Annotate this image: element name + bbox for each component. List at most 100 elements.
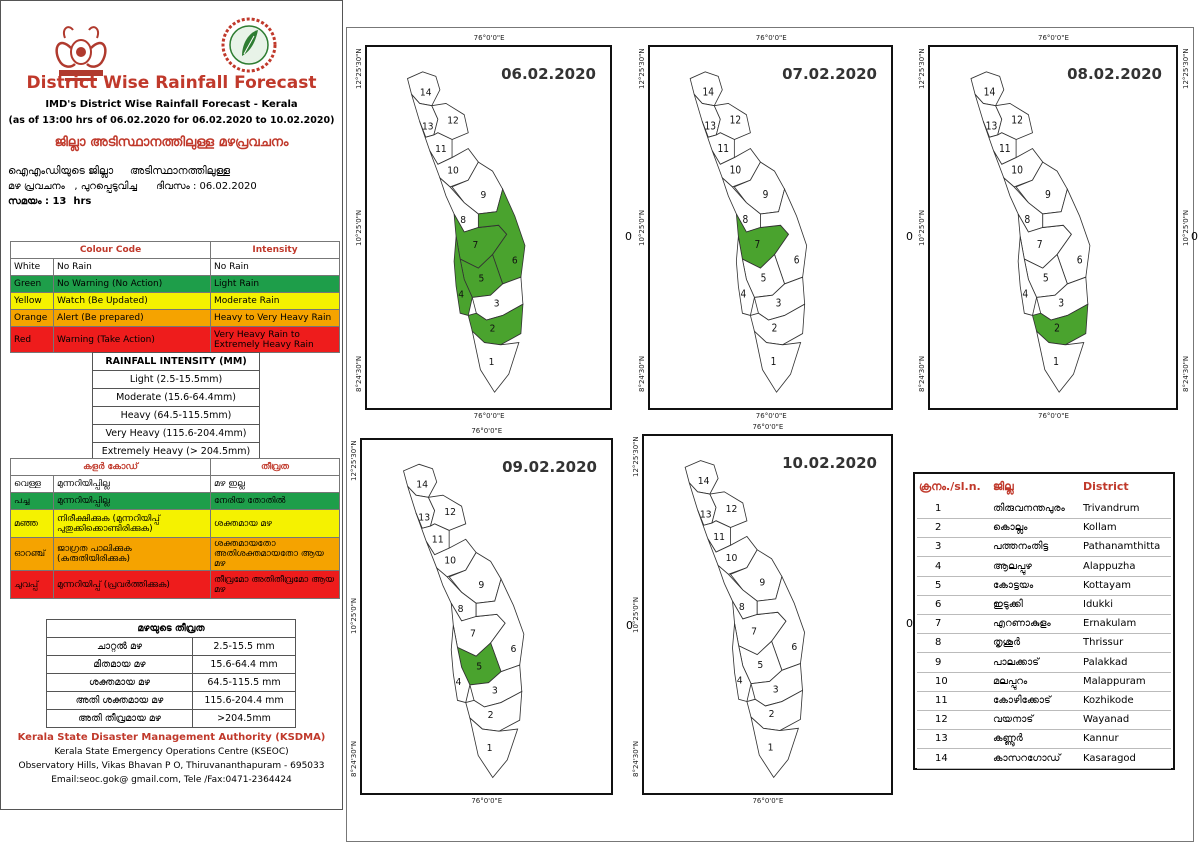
intensity-label-ml: അതി തീവ്രമായ മഴ [46,709,193,728]
district-shape-1 [753,330,802,393]
latitude-label-left: 8°24'30"N [918,355,926,392]
colour-code-table: Colour Code Intensity White No Rain No Rai… [10,241,340,353]
district-name-en: Kollam [1083,522,1117,534]
zero-label: 0 [626,618,633,632]
district-number-label: 10 [447,165,459,177]
intensity-row-ml: അതി ശക്തമായ മഴ 115.6-204.4 mm [46,691,296,710]
colour-action: Warning (Take Action) [53,326,211,353]
colour-name-ml: വെള്ള [10,475,54,493]
longitude-label-top: 76°0'0"E [755,34,787,42]
colour-action-ml: ജാഗ്രത പാലിക്കുക (കരുതിയിരിക്കുക) [53,537,211,571]
district-number-label: 12 [730,115,742,127]
district-number-label: 7 [470,628,476,639]
left-info-panel: District Wise Rainfall Forecast IMD's Di… [0,0,343,810]
colour-code-header: Colour Code [10,241,211,259]
district-row: 13 കണ്ണൂർ Kannur [917,729,1171,750]
district-number-label: 10 [444,555,456,566]
colour-name-ml: പച്ച [10,492,54,510]
intensity-row-ml: അതി തീവ്രമായ മഴ >204.5mm [46,709,296,728]
district-no: 7 [935,618,942,630]
district-number-label: 10 [730,165,742,177]
district-row: 10 മലപ്പുറം Malappuram [917,672,1171,692]
colour-action-ml: മുന്നറിയിപ്പ് (പ്രവർത്തിക്കുക) [53,570,211,599]
latitude-label-left: 10°25'0"N [632,596,640,633]
colour-intensity: Light Rain [210,275,340,293]
colour-intensity-ml: തീവ്രമോ അതിതീവ്രമോ ആയ മഴ [210,570,340,599]
intensity-range-ml: 2.5-15.5 mm [192,637,296,656]
colour-action: No Warning (No Action) [53,275,211,293]
district-number-label: 5 [479,273,485,285]
intensity-header-ml: തീവ്രത [210,458,340,476]
intensity-row: Heavy (64.5-115.5mm) [92,406,260,425]
district-number-label: 13 [986,121,998,133]
latitude-label-left: 8°24'30"N [355,355,363,392]
district-number-label: 6 [512,255,518,267]
district-legend: ക്രനം./sl.n. ജില്ല District 1 തിരുവനന്തപു… [913,472,1175,770]
longitude-label-top: 76°0'0"E [473,34,505,42]
legend-header-en: District [1083,480,1129,493]
district-number-label: 13 [422,121,434,133]
colour-code-row: Orange Alert (Be prepared) Heavy to Very H… [10,309,340,327]
district-number-label: 14 [702,87,714,99]
district-no: 13 [935,733,948,745]
intensity-row-ml: മിതമായ മഴ 15.6-64.4 mm [46,655,296,674]
district-number-label: 2 [1054,323,1060,335]
district-number-label: 9 [481,190,487,202]
district-number-label: 2 [769,709,775,720]
colour-code-row-ml: ചുവപ്പ് മുന്നറിയിപ്പ് (പ്രവർത്തിക്കുക) തീവ… [10,570,340,599]
district-no: 12 [935,714,948,726]
intensity-row: Very Heavy (115.6-204.4mm) [92,424,260,443]
forecast-date: 06.02.2020 [501,65,596,83]
district-number-label: 4 [456,677,462,688]
colour-intensity: No Rain [210,258,340,276]
district-name-ml: ഇടുക്കി [993,599,1023,610]
district-name-en: Malappuram [1083,675,1146,687]
district-number-label: 11 [713,531,725,542]
colour-intensity-ml: ശക്തമായതോ അതിശക്തമായതോ ആയ മഴ [210,537,340,571]
district-row: 14 കാസറഗോഡ് Kasaragod [917,749,1171,769]
district-name-ml: കൊല്ലം [993,522,1028,534]
district-name-ml: പത്തനംതിട്ട [993,541,1049,553]
colour-code-row: Red Warning (Take Action) Very Heavy Rain … [10,326,340,353]
longitude-label-bottom: 76°0'0"E [1038,412,1069,420]
longitude-label-top: 76°0'0"E [471,427,503,435]
note-malayalam-3: സമയം : 13 hrs [8,196,92,207]
district-no: 1 [935,503,942,514]
colour-code-row: White No Rain No Rain [10,258,340,276]
colour-action: No Rain [53,258,211,276]
footer-line-3: Email:seoc.gok@ gmail.com, Tele /Fax:047… [51,775,292,785]
district-number-label: 4 [458,289,464,301]
colour-intensity-ml: ശക്തമായ മഴ [210,509,340,538]
district-row: 1 തിരുവനന്തപുരം Trivandrum [917,499,1171,519]
colour-code-row-ml: ഓറഞ്ച് ജാഗ്രത പാലിക്കുക (കരുതിയിരിക്കുക) ശ… [10,537,340,571]
district-name-en: Palakkad [1083,656,1128,668]
district-number-label: 3 [773,684,779,695]
ksdma-emblem-logo [221,17,277,73]
latitude-label-left: 8°24'30"N [350,740,358,778]
district-number-label: 7 [1037,239,1043,251]
forecast-period: (as of 13:00 hrs of 06.02.2020 for 06.02… [8,115,335,126]
district-no: 11 [935,695,948,706]
district-name-ml: പാലക്കാട് [993,656,1039,668]
intensity-row-ml: ചാറ്റൽ മഴ 2.5-15.5 mm [46,637,296,656]
district-number-label: 10 [1011,165,1023,177]
district-name-en: Kannur [1083,733,1119,745]
district-name-ml: കാസറഗോഡ് [993,752,1061,764]
colour-code-row: Yellow Watch (Be Updated) Moderate Rain [10,292,340,310]
district-number-label: 8 [460,215,466,227]
colour-action-ml: നിരീക്ഷിക്കുക (മുന്നറിയിപ്പ് പുതുക്കിക്ക… [53,509,211,538]
district-name-en: Kasaragod [1083,752,1136,764]
district-number-label: 1 [489,357,495,369]
district-number-label: 2 [488,710,494,721]
district-row: 8 തൃശൂർ Thrissur [917,633,1171,654]
district-number-label: 1 [487,743,493,754]
district-number-label: 12 [447,115,459,127]
district-name-ml: കോട്ടയം [993,579,1034,591]
forecast-map-panel: 14 13 12 11 10 9 8 7 6 5 4 3 2 1 07.02.2020 0 [648,45,913,410]
forecast-map-panel: 14 13 12 11 10 9 8 7 6 5 4 3 2 1 06.02.2020 0 [365,45,632,410]
district-number-label: 9 [1045,190,1051,202]
latitude-label-left: 12°25'30"N [638,48,646,89]
colour-name: Green [10,275,54,293]
